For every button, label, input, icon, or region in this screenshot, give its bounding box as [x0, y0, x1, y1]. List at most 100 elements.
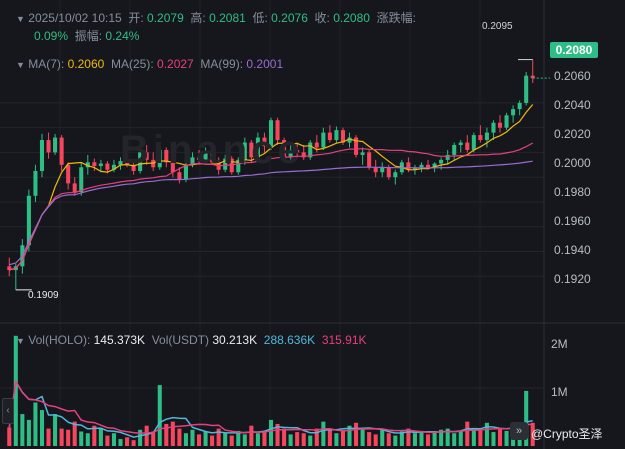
volume-bar — [504, 430, 509, 446]
double-chevron-right-icon[interactable]: » — [510, 422, 528, 440]
volume-bar — [340, 430, 346, 446]
ma25-line — [9, 142, 533, 271]
candle-body — [138, 152, 143, 171]
change-label: 涨跌幅: — [376, 11, 416, 25]
volume-bar — [399, 431, 404, 446]
chevron-left-icon[interactable]: ‹ — [2, 398, 14, 424]
volume-bar — [53, 414, 58, 446]
volume-bar — [242, 434, 247, 446]
volume-bar — [373, 434, 378, 446]
vol-usdt-label: Vol(USDT) — [151, 333, 210, 347]
volume-bar — [92, 425, 97, 446]
candle-body — [275, 120, 280, 141]
vol-holo-label: Vol(HOLO): — [28, 333, 91, 347]
candle-body — [242, 142, 247, 160]
candle-body — [432, 163, 437, 168]
vol-ma1-value: 288.636K — [263, 333, 316, 347]
volume-bar — [393, 435, 398, 446]
volume-bar — [190, 429, 195, 446]
y-tick: 0.1980 — [554, 185, 591, 199]
volume-bar — [380, 429, 385, 446]
volume-bar — [151, 431, 156, 446]
candle-body — [478, 135, 483, 141]
candle-body — [59, 137, 64, 165]
vol-tick: 1M — [551, 385, 568, 399]
candle-body — [504, 115, 509, 128]
candle-body — [236, 159, 241, 173]
volume-bar — [249, 425, 254, 446]
ma7-label: MA(7): — [28, 57, 65, 71]
candle-body — [452, 145, 457, 155]
candle-body — [497, 122, 503, 128]
volume-bar — [118, 439, 123, 446]
candle-body — [419, 164, 424, 168]
volume-bar — [203, 431, 208, 446]
vol-ma1-line — [8, 379, 533, 438]
candle-body — [288, 149, 293, 158]
volume-bar — [255, 433, 260, 446]
candle-body — [347, 137, 352, 143]
volume-bar — [138, 429, 143, 446]
y-tick: 0.2060 — [554, 69, 591, 83]
candle-body — [373, 167, 378, 173]
volume-bar — [432, 432, 437, 446]
triangle-down-icon[interactable]: ▼ — [16, 60, 25, 70]
candle-body — [327, 132, 332, 141]
candle-body — [7, 266, 12, 271]
volume-bar — [26, 419, 31, 446]
candle-body — [249, 142, 254, 158]
credit-text: @Crypto圣泽 — [531, 427, 603, 441]
candle-body — [517, 102, 522, 110]
volume-bar — [484, 422, 489, 446]
y-tick: 0.1960 — [554, 214, 591, 228]
candle-body — [33, 171, 38, 196]
volume-bar — [66, 429, 71, 446]
volume-bar — [59, 428, 64, 446]
volume-bar — [85, 433, 90, 446]
volume-bar — [367, 432, 372, 446]
candle-body — [308, 142, 313, 158]
high-label: 高: — [190, 11, 206, 25]
candle-body — [282, 140, 287, 158]
candle-body — [111, 164, 116, 170]
ma99-value: 0.2001 — [246, 57, 284, 71]
volume-bar — [524, 390, 529, 446]
volume-bar — [131, 440, 136, 446]
volume-bar — [412, 433, 417, 446]
volume-bar — [288, 434, 293, 446]
volume-bar — [321, 421, 326, 446]
candle-body — [131, 164, 136, 171]
volume-bar — [183, 433, 188, 446]
vol-holo-value: 145.373K — [93, 333, 146, 347]
candle-body — [393, 172, 398, 178]
candle-body — [458, 142, 463, 145]
volume-bar — [530, 422, 535, 446]
candle-body — [340, 130, 346, 143]
candle-body — [210, 152, 215, 163]
triangle-down-icon[interactable]: ▼ — [16, 14, 25, 24]
volume-bar — [406, 428, 411, 446]
datetime: 2025/10/02 10:15 — [28, 11, 122, 25]
triangle-down-icon[interactable]: ▼ — [16, 336, 25, 346]
candle-body — [223, 158, 228, 170]
y-tick: 0.1920 — [554, 272, 591, 286]
candle-body — [360, 152, 365, 155]
amp-label: 振幅: — [74, 29, 103, 43]
candle-body — [196, 157, 202, 160]
candle-body — [66, 164, 71, 184]
volume-bar — [282, 428, 287, 446]
volume-bar — [334, 433, 339, 446]
candle-body — [511, 109, 516, 116]
candle-body — [445, 154, 450, 160]
volume-bar — [262, 431, 267, 446]
volume-bar — [497, 428, 503, 446]
volume-bar — [268, 419, 274, 446]
candle-body — [524, 75, 529, 103]
candle-body — [301, 152, 306, 158]
high-value: 0.2081 — [209, 11, 246, 25]
candle-body — [262, 137, 267, 147]
volume-bar — [458, 430, 463, 446]
volume-bar — [386, 433, 391, 446]
